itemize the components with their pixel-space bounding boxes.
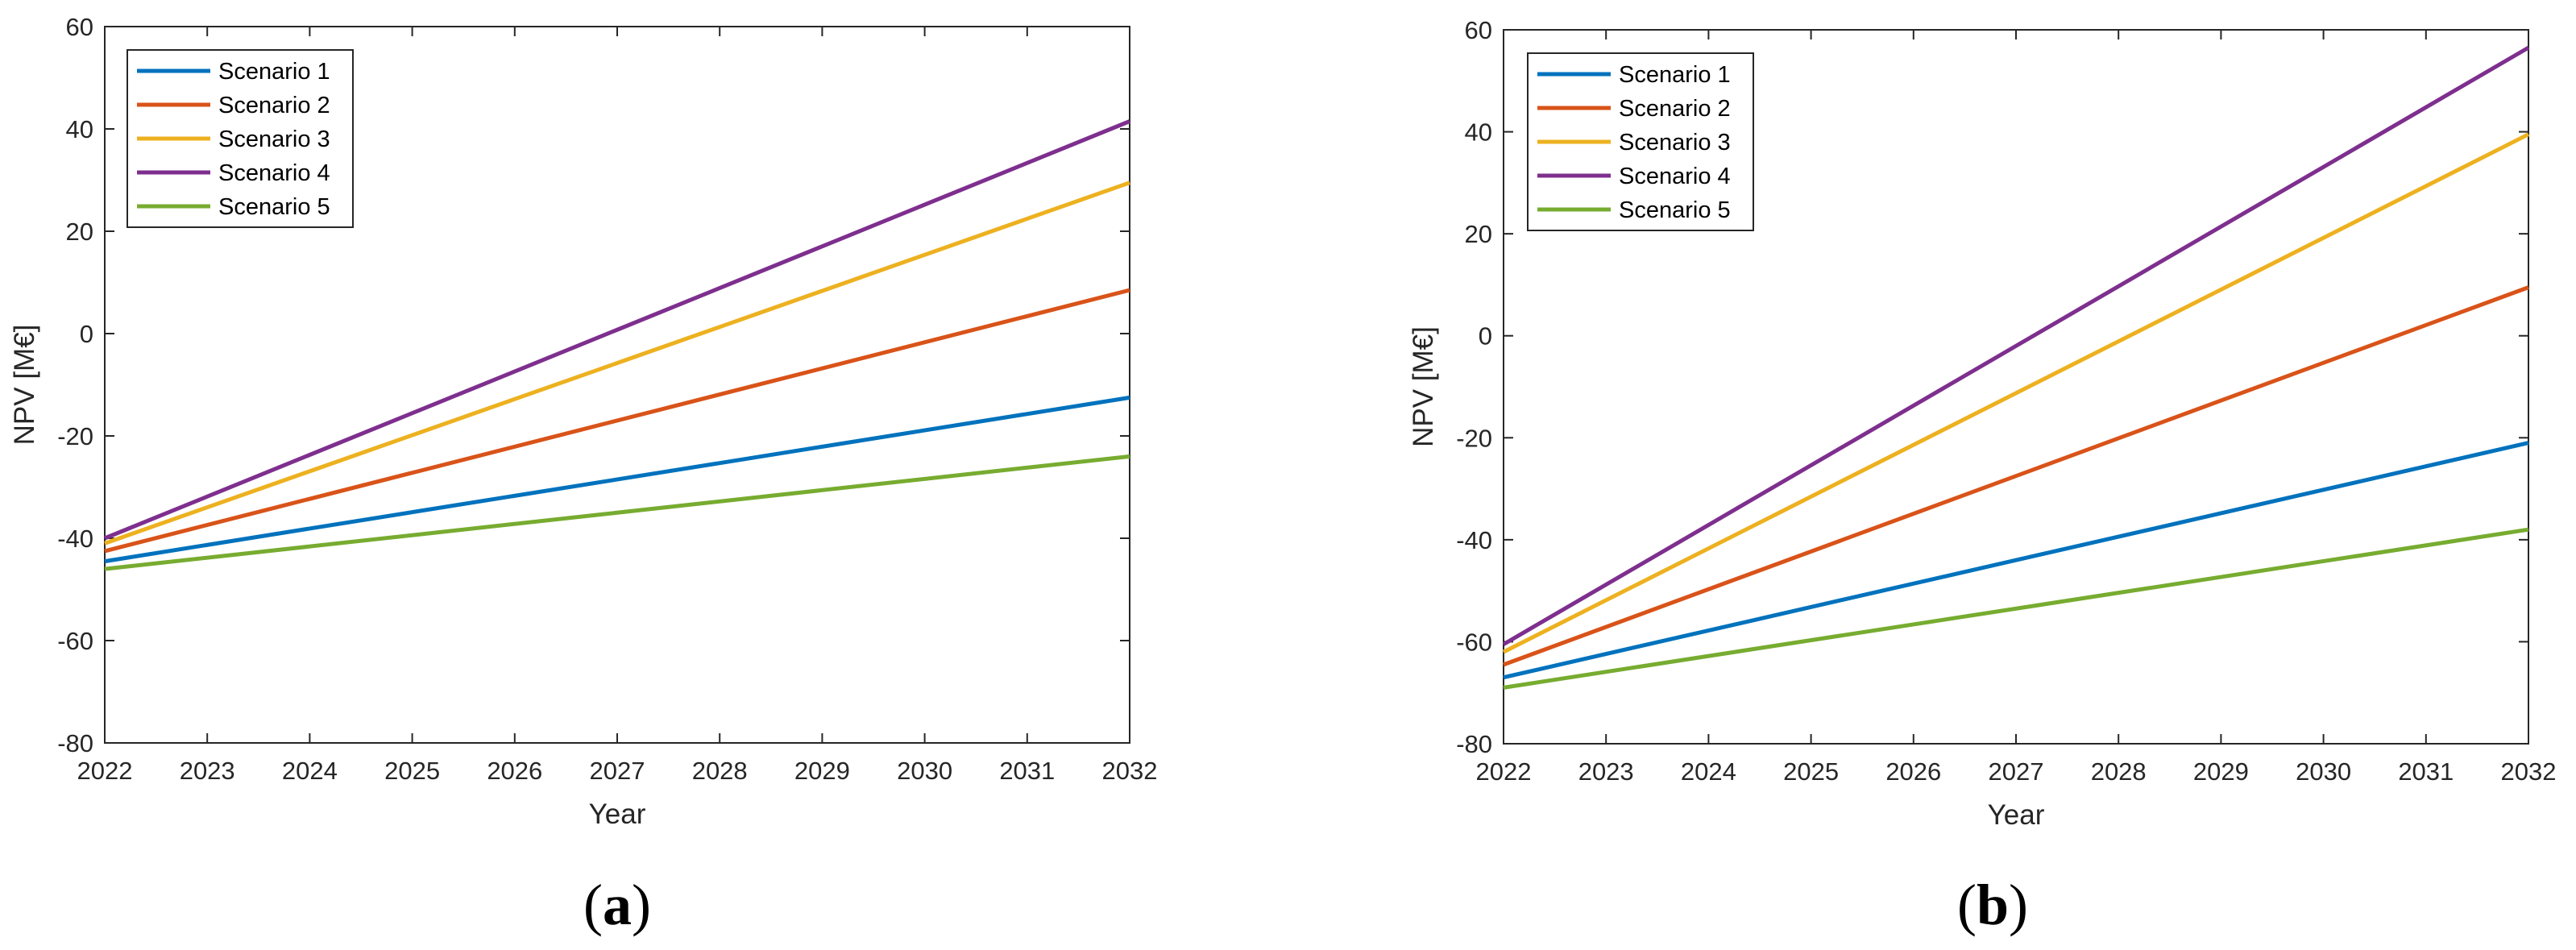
- x-tick-label: 2022: [77, 757, 133, 785]
- legend: Scenario 1 Scenario 2 Scenario 3 Scenario 4…: [127, 49, 354, 228]
- series-line-scenario-2: [104, 288, 1130, 554]
- legend-label: Scenario 5: [218, 194, 330, 220]
- chart-panel-a: 2022 2023 2024 2025 2026 2027 2028 2029 2030 2031…: [9, 13, 1157, 937]
- y-tick-label: 40: [1465, 118, 1492, 147]
- x-tick-label: 2024: [1681, 757, 1736, 786]
- legend-label: Scenario 1: [218, 59, 330, 85]
- panel-label: (b): [1957, 873, 2028, 937]
- x-tick-label: 2031: [999, 757, 1055, 785]
- y-tick-label: -80: [57, 729, 93, 757]
- series-line-scenario-1: [1503, 441, 2529, 680]
- y-tick-label: 60: [1465, 16, 1492, 44]
- y-tick-label: -20: [57, 422, 93, 450]
- series-line-scenario-4: [104, 119, 1130, 541]
- x-tick-label: 2026: [1885, 757, 1941, 786]
- y-tick-label: 60: [66, 13, 93, 41]
- y-tick-label: -60: [1456, 628, 1492, 656]
- x-tick-label: 2025: [1783, 757, 1839, 786]
- legend-label: Scenario 1: [1619, 62, 1731, 88]
- y-tick-label: -20: [1456, 424, 1492, 452]
- x-tick-label: 2023: [180, 757, 235, 785]
- series-line-scenario-2: [1503, 285, 2529, 667]
- legend-label: Scenario 4: [1619, 164, 1731, 189]
- x-tick-label: 2031: [2398, 757, 2454, 786]
- x-tick-label: 2024: [282, 757, 338, 785]
- x-tick-label: 2032: [2501, 757, 2557, 786]
- x-tick-label: 2025: [384, 757, 440, 785]
- y-tick-label: 0: [80, 320, 93, 348]
- y-tick-label: -60: [57, 627, 93, 655]
- y-tick-label: 20: [66, 218, 93, 246]
- x-axis-label: Year: [1988, 799, 2045, 831]
- y-tick-label: -40: [1456, 526, 1492, 554]
- y-axis-label: NPV [M€]: [9, 325, 40, 446]
- legend: Scenario 1 Scenario 2 Scenario 3 Scenario 4…: [1527, 52, 1754, 231]
- series-line-scenario-5: [104, 454, 1130, 571]
- x-tick-label: 2032: [1102, 757, 1158, 785]
- x-tick-label: 2023: [1578, 757, 1634, 786]
- x-tick-label: 2028: [692, 757, 748, 785]
- y-axis-label: NPV [M€]: [1408, 326, 1439, 447]
- series-line-scenario-4: [1502, 45, 2530, 646]
- y-tick-label: 20: [1465, 220, 1492, 248]
- legend-label: Scenario 4: [218, 160, 330, 186]
- x-tick-label: 2029: [794, 757, 850, 785]
- x-tick-label: 2027: [590, 757, 645, 785]
- x-tick-label: 2022: [1476, 757, 1532, 786]
- legend-label: Scenario 3: [1619, 130, 1731, 156]
- x-tick-label: 2029: [2193, 757, 2249, 786]
- series-line-scenario-1: [104, 395, 1130, 564]
- chart-panel-b: 2022 2023 2024 2025 2026 2027 2028 2029 2030 2031…: [1408, 16, 2556, 937]
- series-line-scenario-3: [1502, 132, 2530, 654]
- legend-label: Scenario 2: [1619, 96, 1731, 122]
- x-axis-label: Year: [589, 799, 646, 830]
- legend-label: Scenario 5: [1619, 197, 1731, 223]
- series-line-scenario-5: [1503, 527, 2529, 690]
- panel-label: (a): [583, 873, 651, 937]
- legend-label: Scenario 2: [218, 93, 330, 118]
- y-tick-label: 0: [1479, 322, 1492, 351]
- y-tick-label: -80: [1456, 730, 1492, 758]
- y-tick-label: 40: [66, 115, 93, 143]
- x-tick-label: 2026: [487, 757, 542, 785]
- x-tick-label: 2030: [2296, 757, 2351, 786]
- x-tick-label: 2028: [2091, 757, 2147, 786]
- x-tick-label: 2030: [897, 757, 952, 785]
- series-line-scenario-3: [104, 180, 1130, 546]
- y-tick-label: -40: [57, 525, 93, 553]
- x-tick-label: 2027: [1989, 757, 2044, 786]
- legend-label: Scenario 3: [218, 127, 330, 152]
